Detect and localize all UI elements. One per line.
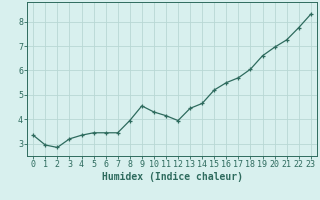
X-axis label: Humidex (Indice chaleur): Humidex (Indice chaleur)	[101, 172, 243, 182]
